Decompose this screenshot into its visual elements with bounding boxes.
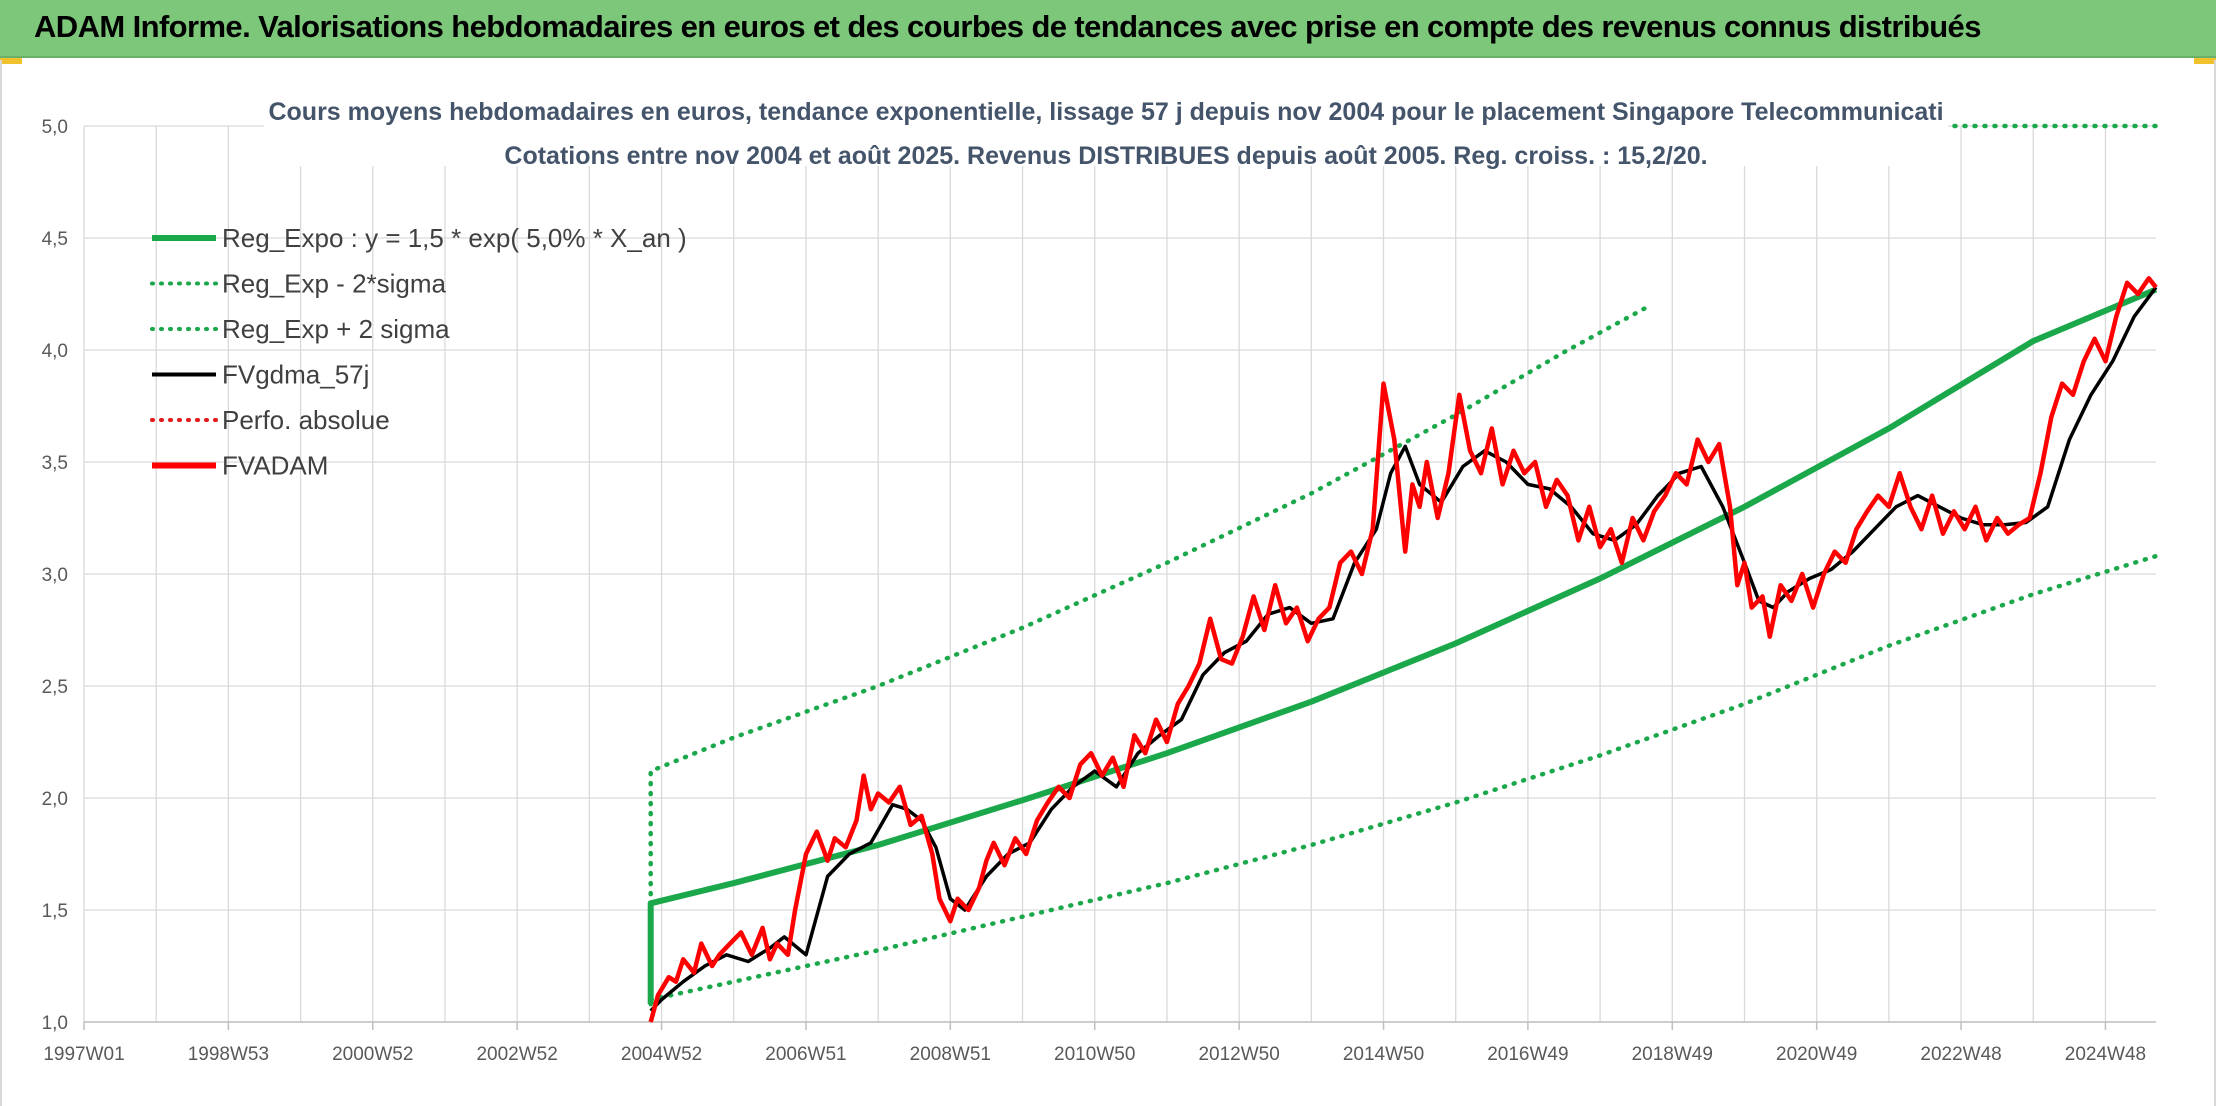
- x-tick-label: 2012W50: [1198, 1044, 1279, 1065]
- x-tick-label: 2004W52: [621, 1044, 702, 1065]
- x-tick-label: 2002W52: [476, 1044, 557, 1065]
- legend-item-perf: Perfo. absolue: [150, 405, 390, 435]
- legend-label-lower: Reg_Exp - 2*sigma: [222, 269, 447, 299]
- x-tick-label: 1998W53: [188, 1044, 269, 1065]
- chart-subtitle: Cotations entre nov 2004 et août 2025. R…: [504, 142, 1707, 170]
- legend-item-trend: Reg_Expo : y = 1,5 * exp( 5,0% * X_an ): [152, 223, 687, 253]
- legend-label-price: FVADAM: [222, 451, 328, 481]
- legend-item-upper: Reg_Exp + 2 sigma: [150, 314, 450, 344]
- legend-label-smooth: FVgdma_57j: [222, 360, 369, 390]
- series-line-reg-exp-2-sigma: [648, 302, 1653, 1007]
- x-tick-label: 2010W50: [1054, 1044, 1135, 1065]
- legend-label-perf: Perfo. absolue: [222, 405, 390, 435]
- chart-title: Cours moyens hebdomadaires en euros, ten…: [268, 98, 1943, 126]
- x-tick-label: 1997W01: [43, 1044, 124, 1065]
- y-tick-label: 1,5: [42, 901, 68, 922]
- legend: Reg_Expo : y = 1,5 * exp( 5,0% * X_an ) R…: [150, 223, 687, 481]
- x-axis: 1997W01 1998W53 2000W52 2002W52 2004W52 2006W…: [43, 1022, 2146, 1065]
- y-tick-label: 3,0: [42, 565, 68, 586]
- report-title: ADAM Informe. Valorisations hebdomadaire…: [34, 9, 1981, 44]
- report-header: ADAM Informe. Valorisations hebdomadaire…: [0, 0, 2216, 58]
- title-backdrop: [264, 90, 1948, 166]
- y-tick-label: 4,0: [42, 341, 68, 362]
- series-line-fvadam: [648, 276, 2158, 1023]
- chart-area: 1,0 1,5 2,0 2,5 3,0 3,5 4,0 4,5 5,0 1997W01 1998W…: [0, 60, 2216, 1106]
- legend-label-trend: Reg_Expo : y = 1,5 * exp( 5,0% * X_an ): [222, 223, 687, 253]
- legend-item-price: FVADAM: [152, 451, 328, 481]
- legend-item-smooth: FVgdma_57j: [152, 360, 369, 390]
- x-tick-label: 2016W49: [1487, 1044, 1568, 1065]
- y-tick-label: 1,0: [42, 1013, 68, 1034]
- y-tick-label: 2,0: [42, 789, 68, 810]
- x-tick-label: 2022W48: [1920, 1044, 2001, 1065]
- x-tick-label: 2018W49: [1632, 1044, 1713, 1065]
- y-tick-label: 5,0: [42, 117, 68, 138]
- x-tick-label: 2020W49: [1776, 1044, 1857, 1065]
- series-line-reg-exp-2-sigma: [648, 553, 2159, 1002]
- y-tick-label: 2,5: [42, 677, 68, 698]
- legend-label-upper: Reg_Exp + 2 sigma: [222, 314, 450, 344]
- legend-item-lower: Reg_Exp - 2*sigma: [150, 269, 447, 299]
- series-line-reg-expo-y-1-5-exp-5-0-x-an: [647, 286, 2158, 1005]
- series-line-fvgdma-57j: [649, 286, 2158, 1013]
- y-tick-label: 3,5: [42, 453, 68, 474]
- y-axis: 1,0 1,5 2,0 2,5 3,0 3,5 4,0 4,5 5,0: [42, 117, 68, 1034]
- x-tick-label: 2006W51: [765, 1044, 846, 1065]
- corner-marker-right: [2194, 58, 2216, 64]
- x-tick-label: 2000W52: [332, 1044, 413, 1065]
- x-tick-label: 2024W48: [2065, 1044, 2146, 1065]
- x-tick-label: 2008W51: [910, 1044, 991, 1065]
- corner-marker-left: [0, 58, 22, 64]
- y-tick-label: 4,5: [42, 229, 68, 250]
- line-chart: 1,0 1,5 2,0 2,5 3,0 3,5 4,0 4,5 5,0 1997W01 1998W…: [42, 90, 2159, 1065]
- x-tick-label: 2014W50: [1343, 1044, 1424, 1065]
- gridlines: [83, 125, 2156, 1023]
